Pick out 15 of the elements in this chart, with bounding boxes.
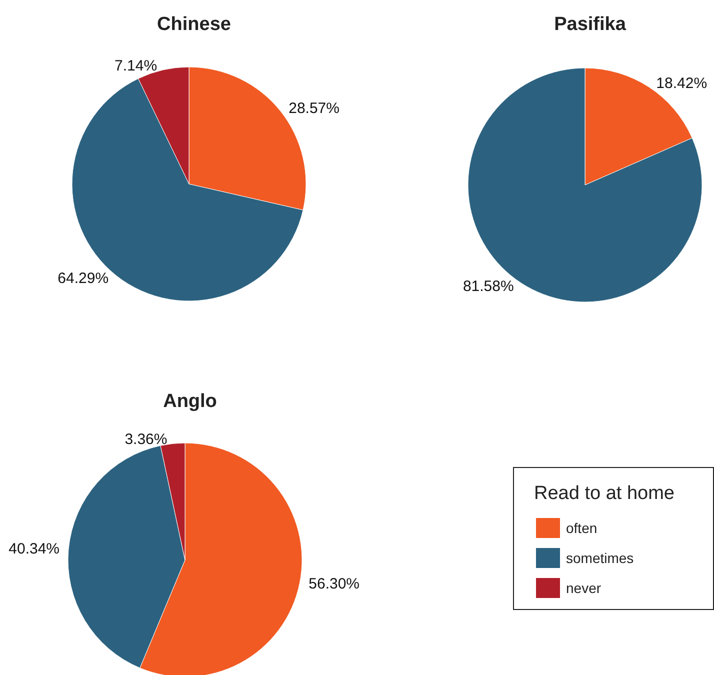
- data-label: 64.29%: [58, 270, 109, 288]
- chart-title: Anglo: [163, 391, 217, 412]
- data-label: 28.57%: [288, 100, 340, 118]
- chart-title: Pasifika: [554, 14, 626, 35]
- legend-label: sometimes: [566, 550, 634, 566]
- data-label: 40.34%: [8, 540, 60, 558]
- legend-label: never: [566, 580, 602, 596]
- legend-label: often: [566, 520, 598, 536]
- data-label: 81.58%: [462, 278, 514, 295]
- data-label: 7.14%: [114, 58, 158, 75]
- data-label: 18.42%: [656, 75, 708, 92]
- chart-title: Chinese: [157, 14, 231, 35]
- data-label: 56.30%: [308, 575, 360, 592]
- legend-title: Read to at home: [534, 483, 674, 504]
- data-label: 3.36%: [124, 431, 168, 448]
